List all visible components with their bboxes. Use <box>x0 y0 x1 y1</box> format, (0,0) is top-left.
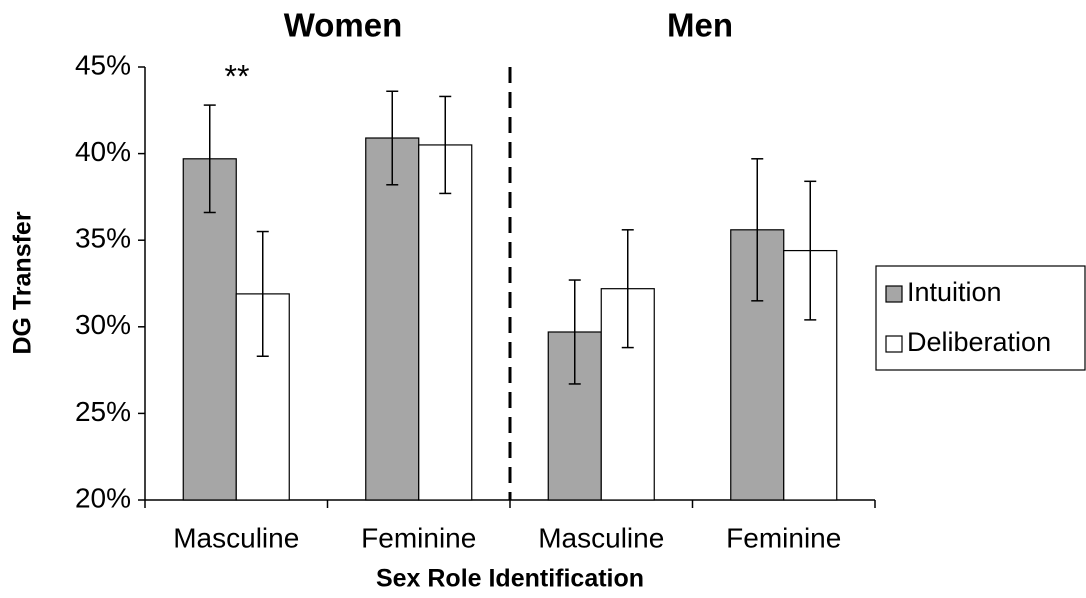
bar <box>182 158 237 501</box>
error-bar <box>804 180 817 321</box>
x-tick-label: Masculine <box>538 522 664 553</box>
y-tick-label: 25% <box>75 396 131 427</box>
legend-label: Intuition <box>907 277 1002 307</box>
y-tick-label: 40% <box>75 136 131 167</box>
x-tick-label: Feminine <box>726 522 841 553</box>
legend-swatch <box>885 285 903 303</box>
bar <box>365 137 420 501</box>
x-axis-label: Sex Role Identification <box>376 565 644 593</box>
y-axis-label: DG Transfer <box>9 211 37 354</box>
bar <box>418 144 473 501</box>
group-title: Men <box>667 7 733 44</box>
error-bar <box>386 90 399 186</box>
error-bar <box>439 95 452 195</box>
y-tick-label: 30% <box>75 309 131 340</box>
x-tick-label: Masculine <box>173 522 299 553</box>
legend-swatch <box>885 335 903 353</box>
annotation: ** <box>225 58 250 94</box>
y-tick-label: 45% <box>75 49 131 80</box>
error-bar <box>568 279 581 385</box>
group-title: Women <box>284 7 403 44</box>
error-bar <box>256 230 269 357</box>
legend-label: Deliberation <box>907 327 1051 357</box>
legend-box <box>875 265 1086 371</box>
y-tick-label: 20% <box>75 482 131 513</box>
x-tick-label: Feminine <box>361 522 476 553</box>
y-tick-label: 35% <box>75 223 131 254</box>
error-bar <box>203 104 216 214</box>
error-bar <box>621 229 634 349</box>
error-bar <box>751 158 764 302</box>
